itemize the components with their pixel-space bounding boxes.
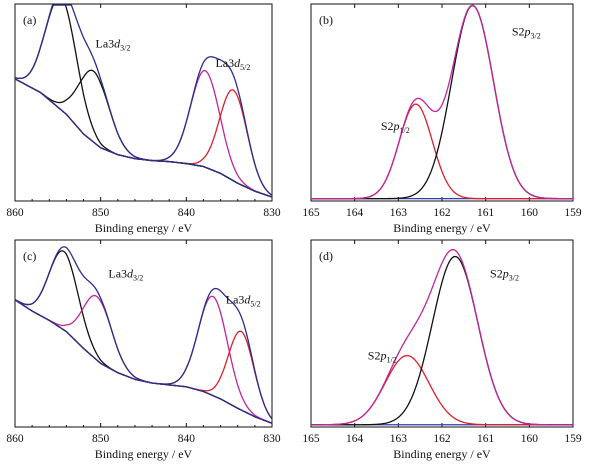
peak-annotation: La3d5/2: [215, 56, 250, 72]
peak-annotation: S2p1/2: [368, 349, 397, 365]
x-tick-label: 830: [263, 433, 281, 445]
x-tick-label: 830: [263, 207, 281, 219]
background-line: [14, 299, 273, 424]
plot-frame: [310, 239, 574, 428]
component-peak-850.8: [14, 69, 273, 198]
component-peak-161.7: [311, 255, 573, 426]
peak-annotation: La3d3/2: [108, 266, 143, 282]
component-peak-833.6: [14, 299, 273, 420]
x-tick-label: 162: [433, 433, 451, 445]
envelope-curve: [14, 246, 273, 424]
panel-label: (b): [319, 13, 333, 27]
plot-frame: [14, 3, 273, 202]
x-axis-label: Binding energy / eV: [95, 447, 193, 461]
peak-annotation: S2p1/2: [381, 119, 410, 135]
x-tick-label: 161: [477, 207, 495, 219]
background-line: [14, 78, 273, 198]
x-tick-label: 163: [390, 433, 408, 445]
panel-b: 165 164 163 162 161 160 159 Binding energy / eV…: [302, 3, 582, 235]
component-peak-854.3: [14, 250, 273, 424]
peak-annotation: La3d3/2: [96, 36, 131, 52]
envelope-curve: [311, 248, 573, 426]
peak-annotation: La3d5/2: [226, 293, 261, 309]
panel-label: (a): [23, 13, 36, 27]
x-axis-label: Binding energy / eV: [95, 221, 193, 235]
x-tick-label: 162: [433, 207, 451, 219]
envelope-curve: [311, 4, 573, 200]
x-tick-label: 860: [6, 433, 24, 445]
component-peak-162.8: [311, 354, 573, 426]
x-tick-label: 160: [521, 433, 539, 445]
x-tick-label: 165: [302, 207, 320, 219]
x-tick-label: 164: [346, 207, 364, 219]
x-tick-label: 164: [346, 433, 364, 445]
component-peak-836.9: [14, 295, 273, 424]
peak-annotation: S2p3/2: [512, 25, 541, 41]
x-tick-label: 840: [178, 433, 196, 445]
panel-a: 860 850 840 830 Binding energy / eV (a) La3d3/…: [6, 3, 281, 235]
x-tick-label: 850: [92, 207, 110, 219]
panel-d: 165 164 163 162 161 160 159 Binding energy / eV…: [302, 239, 582, 461]
x-tick-label: 165: [302, 433, 320, 445]
panel-label: (c): [23, 249, 36, 263]
x-tick-label: 161: [477, 433, 495, 445]
envelope-curve: [14, 56, 273, 196]
component-peak-834.5: [14, 78, 273, 196]
plot-frame: [14, 239, 273, 428]
envelope-curve: [14, 287, 273, 420]
x-tick-label: 159: [564, 207, 582, 219]
component-peak-162.6: [311, 103, 573, 200]
component-peak-850.4: [14, 294, 273, 424]
x-tick-label: 840: [178, 207, 196, 219]
x-tick-label: 850: [92, 433, 110, 445]
x-axis-label: Binding energy / eV: [393, 447, 491, 461]
x-tick-label: 860: [6, 207, 24, 219]
x-axis-label: Binding energy / eV: [393, 221, 491, 235]
panel-c: 860 850 840 830 Binding energy / eV (c) La3d3/…: [6, 239, 281, 461]
x-tick-label: 160: [521, 207, 539, 219]
panel-label: (d): [319, 249, 333, 263]
peak-annotation: S2p3/2: [490, 266, 519, 282]
x-tick-label: 163: [390, 207, 408, 219]
x-tick-label: 159: [564, 433, 582, 445]
